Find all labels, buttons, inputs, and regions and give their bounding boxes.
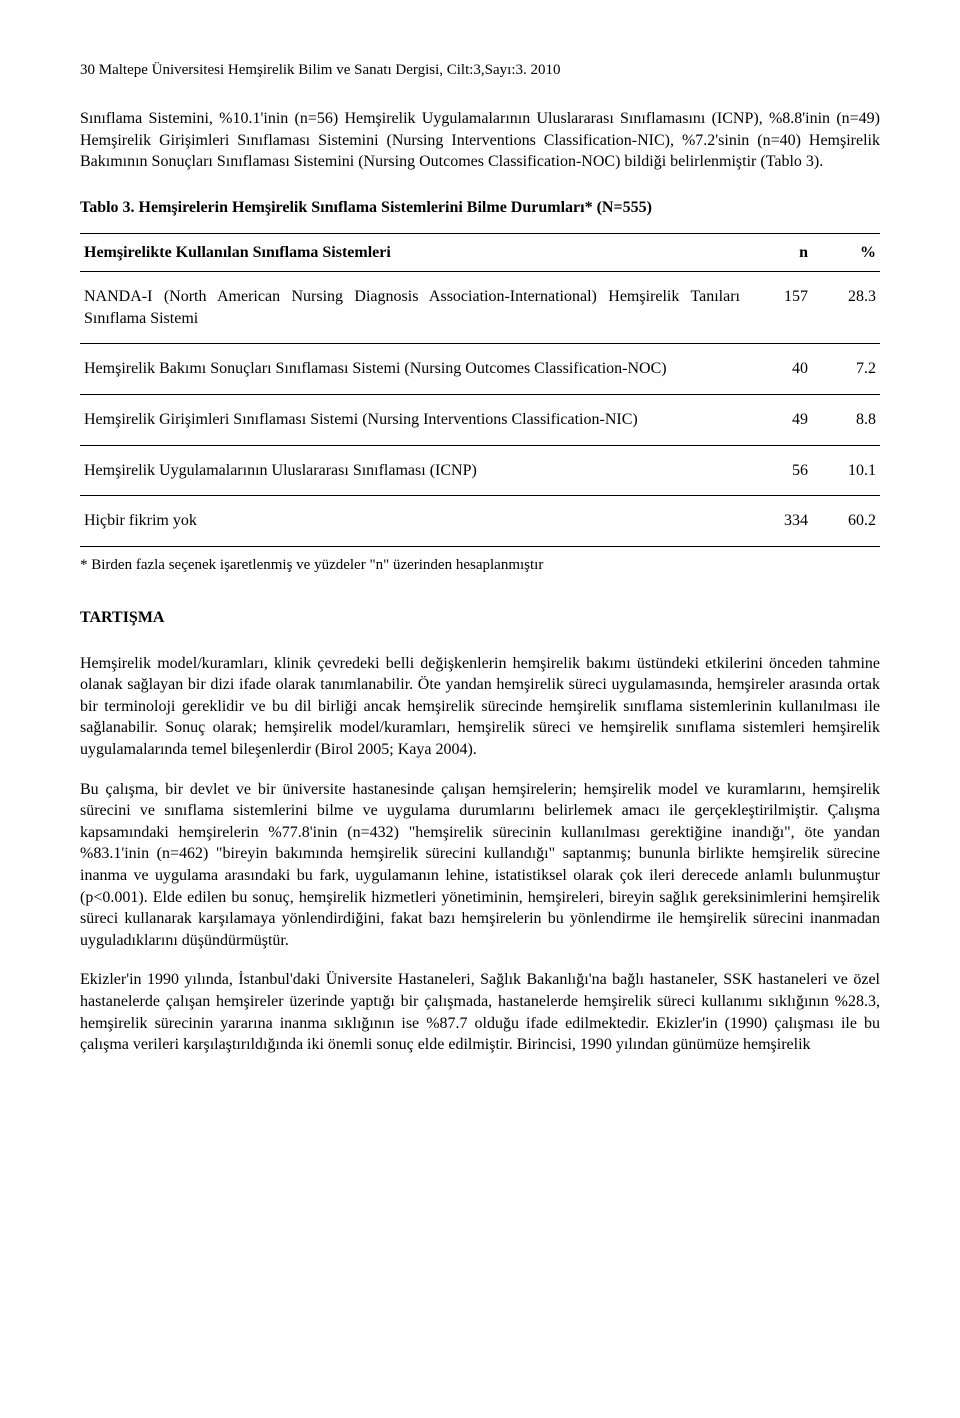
col-n: n [744,233,812,272]
table-row: Hemşirelik Girişimleri Sınıflaması Siste… [80,395,880,446]
cell-n: 49 [744,395,812,446]
cell-pct: 8.8 [812,395,880,446]
body-paragraph: Hemşirelik model/kuramları, klinik çevre… [80,653,880,761]
table-row: Hiçbir fikrim yok 334 60.2 [80,496,880,547]
table-row: Hemşirelik Bakımı Sonuçları Sınıflaması … [80,344,880,395]
table-row: NANDA-I (North American Nursing Diagnosi… [80,272,880,344]
table-row: Hemşirelik Uygulamalarının Uluslararası … [80,445,880,496]
cell-pct: 7.2 [812,344,880,395]
cell-pct: 60.2 [812,496,880,547]
cell-label: Hiçbir fikrim yok [80,496,744,547]
section-title: TARTIŞMA [80,607,880,629]
cell-label: NANDA-I (North American Nursing Diagnosi… [80,272,744,344]
table-footnote: * Birden fazla seçenek işaretlenmiş ve y… [80,555,880,575]
intro-paragraph: Sınıflama Sistemini, %10.1'inin (n=56) H… [80,108,880,173]
cell-pct: 10.1 [812,445,880,496]
col-pct: % [812,233,880,272]
cell-label: Hemşirelik Girişimleri Sınıflaması Siste… [80,395,744,446]
table-title: Tablo 3. Hemşirelerin Hemşirelik Sınıfla… [80,197,880,219]
cell-n: 56 [744,445,812,496]
cell-label: Hemşirelik Uygulamalarının Uluslararası … [80,445,744,496]
page-header: 30 Maltepe Üniversitesi Hemşirelik Bilim… [80,60,880,80]
cell-n: 40 [744,344,812,395]
col-label: Hemşirelikte Kullanılan Sınıflama Sistem… [80,233,744,272]
classification-table: Hemşirelikte Kullanılan Sınıflama Sistem… [80,233,880,547]
body-paragraph: Ekizler'in 1990 yılında, İstanbul'daki Ü… [80,969,880,1055]
cell-n: 334 [744,496,812,547]
body-paragraph: Bu çalışma, bir devlet ve bir üniversite… [80,779,880,952]
cell-label: Hemşirelik Bakımı Sonuçları Sınıflaması … [80,344,744,395]
table-header-row: Hemşirelikte Kullanılan Sınıflama Sistem… [80,233,880,272]
cell-pct: 28.3 [812,272,880,344]
cell-n: 157 [744,272,812,344]
